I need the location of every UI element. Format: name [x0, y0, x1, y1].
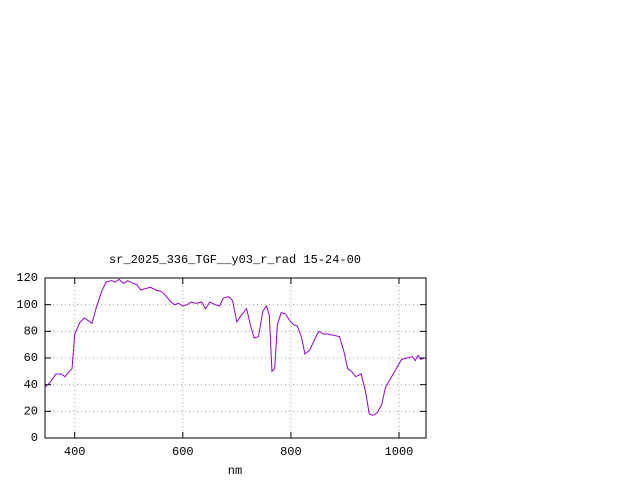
x-tick-label: 400 — [64, 445, 86, 459]
y-tick-label: 20 — [24, 405, 38, 419]
x-axis-label: nm — [228, 464, 242, 478]
x-tick-label: 800 — [280, 445, 302, 459]
x-tick-label: 600 — [172, 445, 194, 459]
y-tick-label: 40 — [24, 378, 38, 392]
plot-frame — [44, 277, 427, 439]
y-tick-label: 120 — [16, 271, 38, 285]
y-tick-label: 80 — [24, 325, 38, 339]
data-line — [44, 278, 426, 416]
y-tick-label: 100 — [16, 298, 38, 312]
y-tick-label: 0 — [31, 431, 38, 445]
x-tick-label: 1000 — [385, 445, 414, 459]
y-tick-label: 60 — [24, 351, 38, 365]
chart-title: sr_2025_336_TGF__y03_r_rad 15-24-00 — [109, 253, 361, 267]
